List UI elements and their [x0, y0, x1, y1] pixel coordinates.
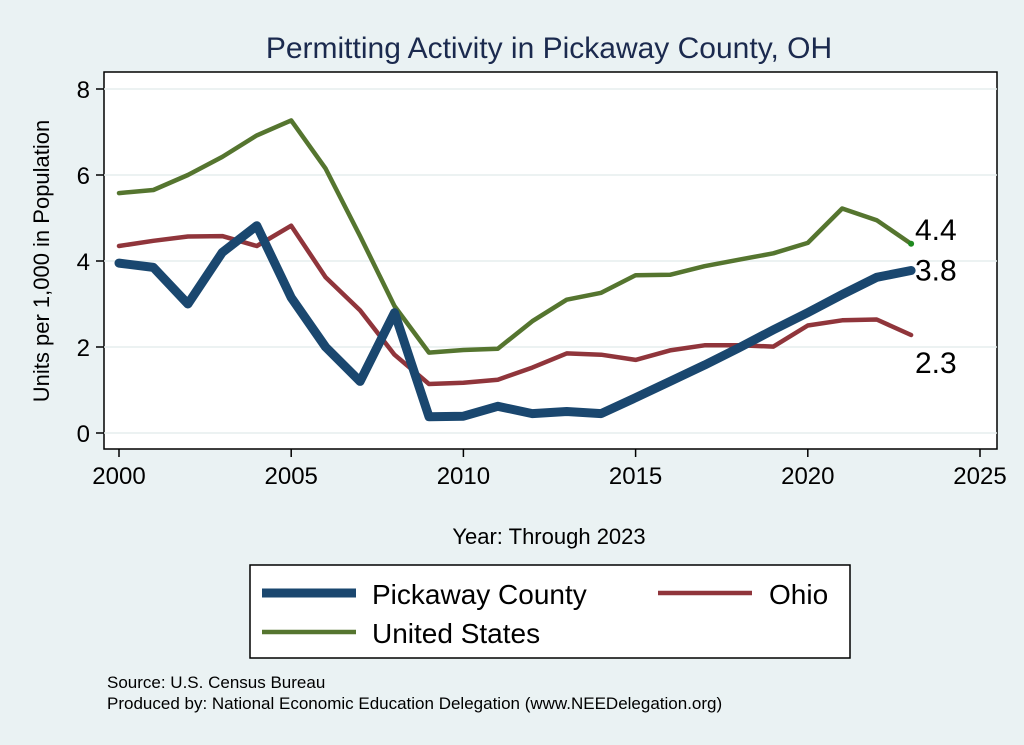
x-tick-label-2000: 2000	[92, 463, 145, 490]
chart-title: Permitting Activity in Pickaway County, …	[266, 32, 832, 65]
y-tick-label-6: 6	[77, 163, 90, 190]
legend-box	[249, 564, 851, 659]
series-layer	[114, 118, 916, 422]
y-tick-label-8: 8	[77, 77, 90, 104]
y-tick-label-2: 2	[77, 335, 90, 362]
series-line-pickaway-county	[114, 221, 916, 422]
gridlines	[104, 88, 997, 434]
x-tick-label-2020: 2020	[781, 463, 834, 490]
y-tick-label-4: 4	[77, 249, 90, 276]
x-tick-label-2015: 2015	[609, 463, 662, 490]
end-label-ohio: 2.3	[915, 347, 957, 380]
legend-label-pickaway-county: Pickaway County	[372, 579, 587, 610]
x-tick-label-2025: 2025	[953, 463, 1006, 490]
end-labels: 3.8 2.3 4.4	[915, 214, 957, 380]
axes: 0 2 4 6 8 2000 2005 2010 2015 2020 2025	[77, 77, 1007, 490]
end-point-united-states	[908, 240, 915, 247]
legend: Pickaway County Ohio United States	[249, 564, 851, 659]
x-axis-title: Year: Through 2023	[452, 524, 645, 549]
end-label-united-states: 4.4	[915, 214, 957, 247]
y-tick-label-0: 0	[77, 421, 90, 448]
x-tick-label-2010: 2010	[437, 463, 490, 490]
end-label-pickaway-county: 3.8	[915, 254, 957, 287]
series-line-united-states	[116, 118, 914, 355]
legend-label-ohio: Ohio	[769, 579, 828, 610]
source-note: Source: U.S. Census Bureau	[107, 673, 325, 692]
produced-by-note: Produced by: National Economic Education…	[107, 694, 722, 713]
x-tick-label-2005: 2005	[265, 463, 318, 490]
legend-label-united-states: United States	[372, 618, 540, 649]
y-axis-title: Units per 1,000 in Population	[29, 120, 54, 403]
series-line-ohio	[116, 223, 914, 387]
